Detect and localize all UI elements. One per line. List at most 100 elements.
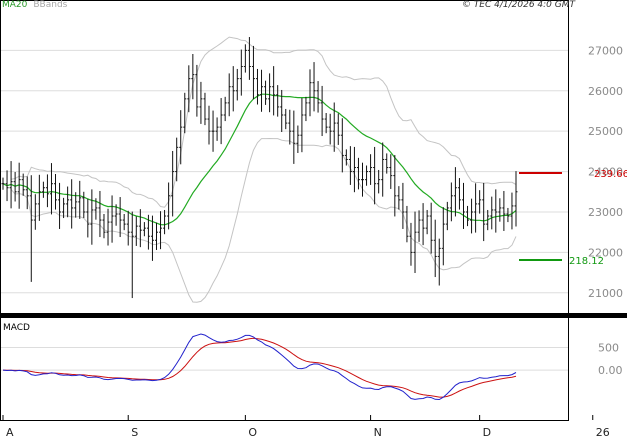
price-bar [494, 189, 498, 233]
price-bar [296, 125, 300, 153]
price-bar [66, 186, 70, 218]
price-bar [292, 110, 296, 164]
price-bar [441, 207, 445, 266]
price-bar [474, 183, 478, 233]
price-bar [227, 73, 231, 117]
y-tick-label-25000: 25000 [588, 125, 623, 138]
price-bar [461, 182, 465, 229]
price-bars [1, 37, 518, 299]
price-bar [300, 98, 304, 153]
price-bar [445, 201, 449, 231]
price-bar [62, 197, 66, 219]
y-tick-label-21000: 21000 [588, 287, 623, 300]
price-bar [268, 73, 272, 113]
price-bar [437, 238, 441, 286]
price-bar [219, 98, 223, 145]
y-tick-label-24000: 24000 [588, 166, 623, 179]
macd-panel-label: MACD [3, 323, 30, 333]
price-bar [13, 171, 17, 202]
price-bar [312, 62, 316, 112]
price-bar [122, 214, 126, 231]
price-bar [106, 208, 110, 246]
price-bar [159, 211, 163, 250]
price-bar [506, 207, 510, 223]
price-bar [179, 110, 183, 165]
price-bar [332, 102, 336, 152]
price-bar [304, 96, 308, 122]
price-bar [25, 176, 29, 210]
x-tick-label-S: S [131, 426, 138, 439]
panel-separator [0, 313, 627, 318]
macd-signal-line [2, 337, 517, 398]
price-bar [231, 66, 235, 112]
price-bar [276, 85, 280, 117]
price-bar [288, 109, 292, 145]
ma20-legend: MA20 [2, 0, 28, 10]
price-bar [102, 214, 106, 239]
price-bar [130, 211, 134, 299]
price-bar [352, 146, 356, 193]
price-bar [365, 165, 369, 186]
price-bar [41, 181, 45, 198]
price-bar [369, 154, 373, 185]
price-bar [118, 197, 122, 238]
y-tick-label-23000: 23000 [588, 206, 623, 219]
price-bar [344, 149, 348, 166]
price-bar [29, 175, 33, 282]
price-bar [449, 182, 453, 222]
x-tick-label-26: 26 [596, 426, 610, 439]
price-bar [247, 37, 251, 80]
price-bar [167, 182, 171, 230]
price-bar [183, 92, 187, 134]
support-label: 218.12 [569, 256, 604, 267]
price-bar [82, 191, 86, 219]
price-bar [381, 142, 385, 197]
price-bar [54, 174, 58, 210]
timestamp: © TEC 4/1/2026 4:0 GMT [461, 0, 575, 10]
price-bar [175, 137, 179, 182]
price-bar [466, 205, 470, 227]
price-bar [502, 190, 506, 231]
price-bar [373, 146, 377, 205]
y-tick-label-22000: 22000 [588, 246, 623, 259]
price-bar [142, 222, 146, 237]
macd-tick-500: 500 [598, 341, 619, 354]
price-bar [49, 163, 53, 215]
upper-bband [11, 36, 517, 208]
price-bar [171, 150, 175, 217]
price-bar [328, 113, 332, 145]
price-bar [243, 44, 247, 73]
price-bar [239, 49, 243, 96]
price-bar [417, 210, 421, 242]
price-bar [74, 192, 78, 218]
price-bar [126, 210, 130, 246]
price-bar [45, 174, 49, 208]
price-bar [70, 179, 74, 229]
price-bar [421, 203, 425, 246]
price-bar [272, 66, 276, 116]
price-bar [413, 211, 417, 273]
x-tick-label-A: A [6, 426, 14, 439]
price-bar [255, 68, 259, 105]
price-bar [336, 113, 340, 145]
price-bar [453, 167, 457, 217]
price-bar [187, 65, 191, 113]
price-bar [397, 186, 401, 210]
price-bar [146, 214, 150, 250]
price-bar [17, 162, 21, 209]
x-tick-label-D: D [483, 426, 491, 439]
x-tick-label-O: O [248, 426, 257, 439]
price-bar [251, 45, 255, 100]
price-bar [94, 198, 98, 220]
chart-frame [0, 0, 569, 421]
price-bar [457, 178, 461, 210]
price-bar [361, 162, 365, 197]
macd-line [2, 333, 517, 401]
price-bar [114, 204, 118, 226]
resistance-label: 239.66 [594, 169, 627, 180]
price-bar [340, 118, 344, 173]
price-bar [90, 189, 94, 245]
price-bar [425, 209, 429, 235]
price-bar [433, 219, 437, 278]
